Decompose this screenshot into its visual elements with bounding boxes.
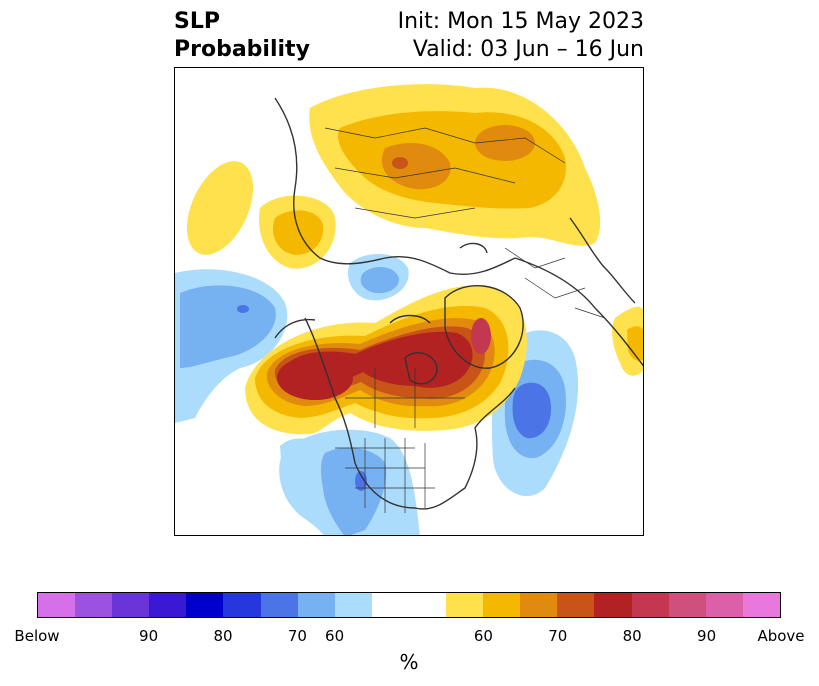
colorbar-swatch [594,593,632,617]
usa-below-mid [320,447,387,535]
colorbar-swatch [557,593,595,617]
above-normal-regions [186,84,643,435]
arctic-above-orange [475,125,535,161]
kamchatka-above-mid [272,210,324,255]
colorbar-tick-label: 90 [697,627,717,645]
siberia-above-orange [381,143,451,190]
europe-borders [504,247,606,319]
coastlines [274,97,643,510]
pacific-below-mid [180,285,276,368]
alaska-coast [274,318,316,339]
hudson-bay-coast [404,352,438,385]
colorbar-swatch [668,593,706,617]
political-borders [324,127,606,513]
colorbar-swatch [520,593,558,617]
north-america-coast [304,317,516,510]
colorbar-tick-label: 60 [325,627,345,645]
colorbar-units: % [399,650,419,674]
greenland-coast [444,284,524,369]
colorbar-tick-label: 70 [287,627,307,645]
valid-range: Valid: 03 Jun – 16 Jun [412,37,644,62]
usa-below-core [355,471,367,491]
colorbar-tick-label: Above [757,627,805,645]
hawaii-below [280,438,315,463]
colorbar-swatch [371,593,409,617]
colorbar-swatch [631,593,669,617]
colorbar-swatch [334,593,372,617]
colorbar-swatch [446,593,484,617]
colorbar-tick-label: 70 [548,627,568,645]
pacific-below-core [237,305,249,313]
colorbar-swatch [705,593,743,617]
pacific-above-light [186,161,254,255]
colorbar-swatch [38,593,76,617]
europe-above-east-mid [627,326,643,361]
colorbar-tick-label: 80 [622,627,642,645]
colorbar-swatch [223,593,261,617]
canada-borders [345,368,465,428]
europe-coast [514,257,643,367]
colorbar-swatch [75,593,113,617]
colorbar-swatch [408,593,447,617]
title-product: Probability [174,37,310,62]
title-variable: SLP [174,9,220,34]
russia-borders [324,127,566,219]
colorbar [37,592,781,618]
colorbar-tick-label: 90 [139,627,159,645]
colorbar-swatch [112,593,150,617]
us-state-borders [335,438,435,513]
colorbar-swatch [297,593,335,617]
init-date: Init: Mon 15 May 2023 [397,9,644,34]
atlantic-below-core [512,382,552,439]
colorbar-tick-label: 80 [213,627,233,645]
asia-coast [274,97,516,275]
map-title: SLP Probability [174,8,310,64]
colorbar-swatch [483,593,521,617]
colorbar-swatch [260,593,298,617]
alaska-above-red [277,356,353,400]
siberia-above-brown [392,157,408,169]
probability-map [174,67,644,536]
colorbar-tick-label: Below [14,627,60,645]
scandinavia-coast [569,217,636,304]
arctic-islands [389,242,488,324]
greenland-above-rose [471,318,491,354]
colorbar-tick-label: 60 [473,627,493,645]
colorbar-swatch [149,593,187,617]
siberia-below-mid [360,266,400,294]
map-subtitle: Init: Mon 15 May 2023 Valid: 03 Jun – 16… [398,8,644,64]
colorbar-swatch [742,593,780,617]
polar-map-svg [175,84,643,535]
colorbar-swatch [186,593,224,617]
